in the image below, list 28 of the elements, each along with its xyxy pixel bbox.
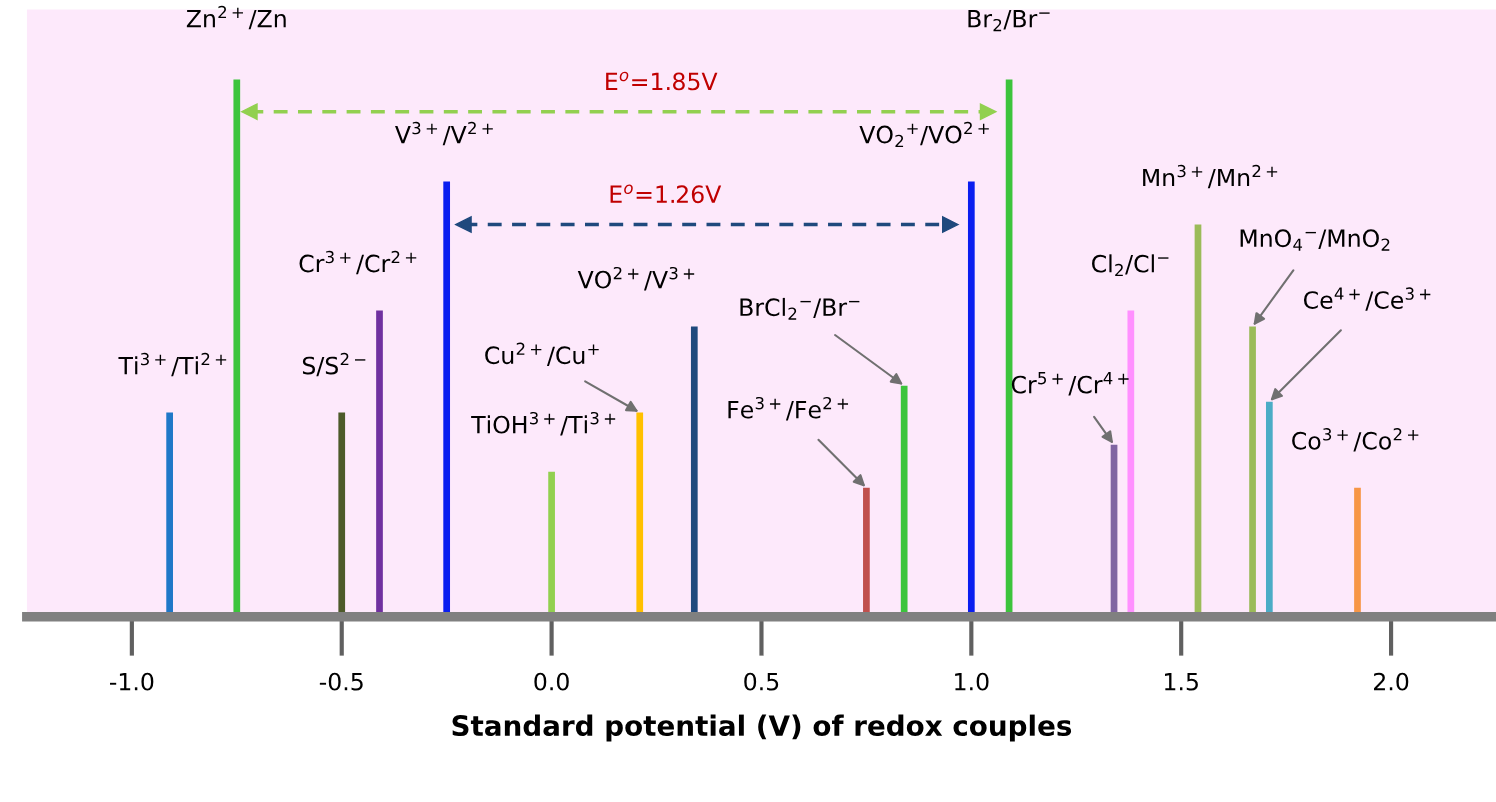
x-tick-label: 1.5: [1165, 673, 1198, 691]
annotation: S/S$^{2−}$: [302, 352, 366, 377]
annotation: VO$^{2+}$/V$^{3+}$: [577, 266, 695, 291]
x-axis-title: Standard potential (V) of redox couples: [452, 714, 1072, 742]
annotation: Co$^{3+}$/Co$^{2+}$: [1292, 428, 1419, 452]
annotation: Zn$^{2+}$/Zn: [186, 5, 286, 30]
annotation: E$^{o}$=1.85V: [606, 71, 718, 91]
x-tick-label: 1.0: [955, 672, 989, 691]
x-tick-label: 0.0: [534, 672, 569, 691]
annotation: E$^{o}$=1.26V: [610, 184, 722, 204]
annotation: Cl$_{2}$/Cl$^{−}$: [1092, 254, 1169, 277]
annotation: V$^{3+}$/V$^{2+}$: [395, 121, 493, 146]
x-tick-label: 2.0: [1374, 672, 1409, 691]
annotation: Cr$^{5+}$/Cr$^{4+}$: [1011, 372, 1129, 396]
annotation: BrCl$_{2}$$^{−}$/Br$^{−}$: [740, 297, 860, 320]
x-tick-label: 0.5: [744, 672, 779, 691]
annotation: Ti$^{3+}$/Ti$^{2+}$: [118, 352, 227, 377]
annotation: VO$_{2}$$^{+}$/VO$^{2+}$: [859, 121, 989, 147]
annotation: MnO$_{4}$$^{−}$/MnO$_{2}$: [1240, 229, 1390, 251]
x-tick-label: -1.0: [109, 672, 154, 691]
annotation: Ce$^{4+}$/Ce$^{3+}$: [1303, 287, 1431, 311]
annotation: Mn$^{3+}$/Mn$^{2+}$: [1143, 164, 1278, 189]
annotation: Cr$^{3+}$/Cr$^{2+}$: [299, 250, 417, 275]
annotation: TiOH$^{3+}$/Ti$^{3+}$: [471, 411, 616, 436]
annotation: Fe$^{3+}$/Fe$^{2+}$: [728, 396, 849, 421]
annotation: Cu$^{2+}$/Cu$^{+}$: [485, 342, 599, 367]
x-tick-label: -0.5: [319, 672, 363, 691]
annotation: Br$_{2}$/Br$^{−}$: [968, 10, 1050, 32]
